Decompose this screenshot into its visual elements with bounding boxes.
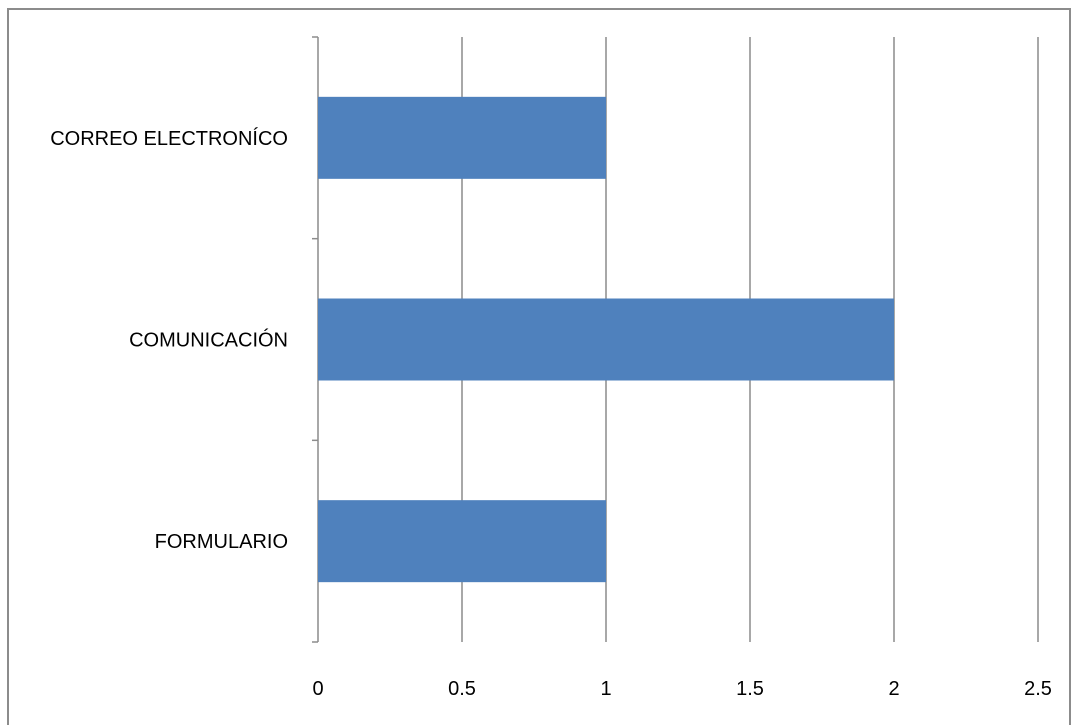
x-tick-label-3: 1.5 — [736, 678, 764, 700]
bar-2 — [318, 96, 606, 179]
bars — [318, 96, 894, 583]
x-tick-label-2: 1 — [600, 678, 611, 700]
x-tick-label-5: 2.5 — [1024, 678, 1052, 700]
x-tick-label-1: 0.5 — [448, 678, 476, 700]
x-tick-label-0: 0 — [312, 678, 323, 700]
category-label-1: COMUNICACIÓN — [129, 329, 288, 352]
bar-1 — [318, 298, 894, 381]
x-tick-labels: 0 0.5 1 1.5 2 2.5 — [312, 678, 1051, 700]
category-label-0: FORMULARIO — [155, 531, 288, 553]
x-tick-label-4: 2 — [888, 678, 899, 700]
category-labels: FORMULARIO COMUNICACIÓN CORREO ELECTRONÍCO — [50, 127, 288, 553]
bar-0 — [318, 500, 606, 583]
category-label-2: CORREO ELECTRONÍCO — [50, 127, 288, 150]
axes — [312, 36, 319, 643]
